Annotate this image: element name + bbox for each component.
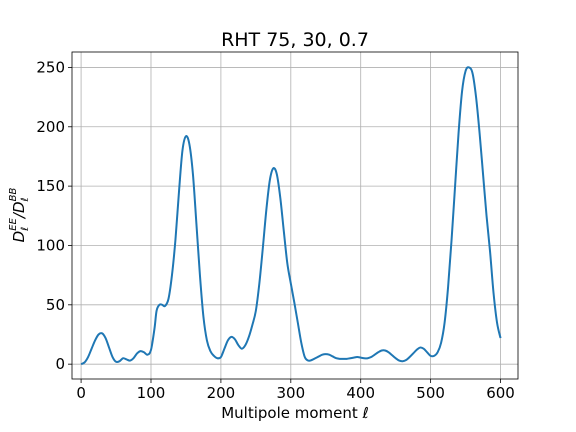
x-tick-label: 100 <box>137 384 166 402</box>
x-tick-label: 0 <box>76 384 86 402</box>
y-axis-title-sub1: ℓ <box>20 227 31 231</box>
x-tick-label: 200 <box>207 384 236 402</box>
x-tick-label: 600 <box>486 384 515 402</box>
y-axis-title-sup1: EE <box>8 217 19 230</box>
ticks: 0 100 200 300 400 500 600 0 50 100 150 200 250 <box>36 58 514 402</box>
y-tick-label: 250 <box>36 58 65 76</box>
y-axis-title-sep: /D <box>10 201 28 220</box>
series-line-group <box>80 66 502 366</box>
x-tick-label: 300 <box>276 384 305 402</box>
x-tick-label: 500 <box>416 384 445 402</box>
chart-title: RHT 75, 30, 0.7 <box>221 29 369 51</box>
y-tick-label: 0 <box>55 355 65 373</box>
y-tick-label: 50 <box>46 296 65 314</box>
y-axis-title-sub2: ℓ <box>20 197 31 201</box>
x-axis-title: Multipole moment ℓ <box>221 404 369 422</box>
y-axis-title: DℓEE/DℓBB <box>8 187 31 242</box>
grid <box>72 52 518 379</box>
y-tick-label: 100 <box>36 236 65 254</box>
y-tick-label: 150 <box>36 177 65 195</box>
y-axis-title-main: D <box>10 231 28 243</box>
x-tick-label: 400 <box>346 384 375 402</box>
y-tick-label: 200 <box>36 118 65 136</box>
y-axis-title-sup2: BB <box>8 187 19 201</box>
series-line <box>80 66 502 366</box>
plot-frame <box>71 51 519 380</box>
